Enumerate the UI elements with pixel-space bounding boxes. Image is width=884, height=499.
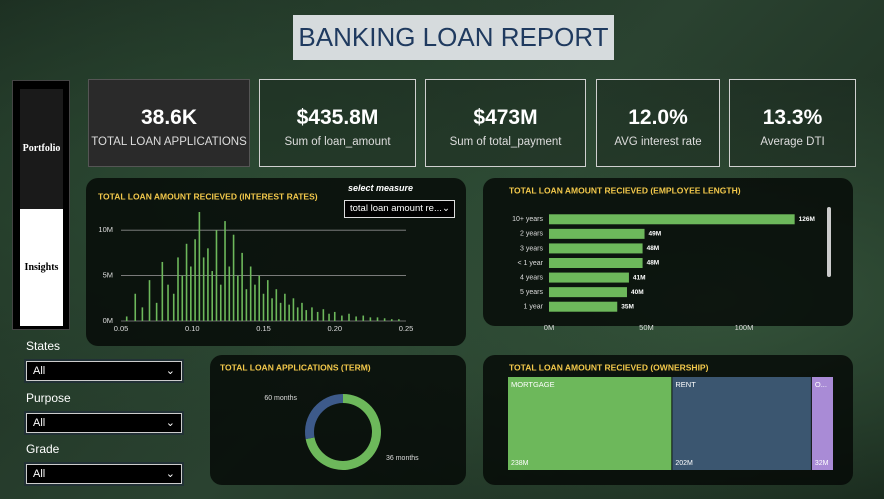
chart-title: TOTAL LOAN AMOUNT RECIEVED (INTEREST RAT…	[98, 191, 318, 201]
filter-dropdown[interactable]: All ⌄	[24, 359, 184, 383]
data-label: 48M	[647, 260, 660, 267]
bar	[549, 258, 643, 268]
donut-slice	[305, 394, 343, 440]
data-label: 48M	[647, 245, 660, 252]
kpi-value: 13.3%	[762, 106, 823, 129]
filter-value-text: All	[33, 417, 46, 429]
x-tick-label: 0.25	[399, 324, 414, 333]
nav: Portfolio Insights	[12, 80, 70, 330]
bar	[549, 228, 645, 239]
kpi-label: Sum of loan_amount	[284, 136, 391, 148]
measure-dropdown[interactable]: total loan amount re... ⌄	[344, 200, 455, 218]
measure-label: select measure	[348, 183, 414, 193]
data-label: 49M	[649, 231, 662, 238]
data-label: 40M	[631, 289, 644, 296]
treemap-cell	[672, 377, 811, 470]
cell-label: RENT	[675, 380, 696, 389]
y-tick-label: 10+ years	[512, 216, 543, 223]
scrollbar	[827, 207, 831, 277]
filter-value: All ⌄	[26, 464, 182, 484]
bar	[549, 214, 795, 225]
kpi-value: 38.6K	[140, 106, 198, 129]
bar	[549, 301, 618, 312]
x-tick-label: 0.15	[256, 324, 271, 333]
data-label: 126M	[799, 216, 815, 223]
cell-label: O...	[815, 380, 827, 389]
nav-button[interactable]: Portfolio	[20, 89, 63, 209]
kpi-value: 12.0%	[628, 106, 688, 129]
filter-dropdown[interactable]: All ⌄	[24, 462, 184, 486]
filter-label: Grade	[26, 442, 60, 456]
y-tick-label: 0M	[103, 316, 113, 325]
x-tick-label: 0.20	[327, 324, 342, 333]
cell-label: MORTGAGE	[511, 380, 555, 389]
x-tick-label: 100M	[735, 323, 754, 332]
filter-label: Purpose	[26, 391, 71, 405]
kpi-label: TOTAL LOAN APPLICATIONS	[91, 136, 247, 148]
y-tick-label: 5M	[103, 271, 113, 280]
y-tick-label: < 1 year	[518, 260, 544, 267]
bar	[549, 287, 627, 298]
y-tick-label: 4 years	[520, 274, 543, 281]
y-tick-label: 2 years	[520, 231, 543, 238]
x-tick-label: 0M	[544, 323, 554, 332]
chart-title: TOTAL LOAN AMOUNT RECIEVED (OWNERSHIP)	[509, 362, 709, 372]
filter-label: States	[26, 339, 61, 353]
kpi-label: Average DTI	[760, 136, 825, 148]
filter-value-text: All	[33, 365, 46, 377]
bar	[549, 243, 643, 254]
kpi-card: 13.3% Average DTI	[729, 79, 856, 167]
kpi-value: $435.8M	[296, 106, 379, 129]
kpi-card: $435.8M Sum of loan_amount	[259, 79, 416, 167]
data-label: 202M	[675, 460, 693, 467]
filter-dropdown[interactable]: All ⌄	[24, 411, 184, 435]
slice-label: 60 months	[264, 395, 297, 402]
data-label: 41M	[633, 274, 646, 281]
chart-title: TOTAL LOAN AMOUNT RECIEVED (EMPLOYEE LEN…	[509, 185, 741, 195]
treemap-cell	[811, 377, 833, 470]
y-tick-label: 5 years	[520, 289, 543, 296]
data-label: 35M	[621, 303, 634, 310]
filter-value-text: All	[33, 468, 46, 480]
treemap-cell	[508, 377, 672, 470]
measure-value: total loan amount re...	[350, 203, 442, 214]
report-title: BANKING LOAN REPORT	[293, 15, 614, 60]
x-tick-label: 50M	[639, 323, 654, 332]
y-tick-label: 1 year	[524, 304, 544, 311]
x-tick-label: 0.10	[185, 324, 200, 333]
bar	[549, 272, 629, 283]
data-label: 32M	[815, 460, 829, 467]
data-label: 238M	[511, 460, 529, 467]
kpi-card: $473M Sum of total_payment	[425, 79, 586, 167]
chart-title: TOTAL LOAN APPLICATIONS (TERM)	[220, 362, 371, 372]
y-tick-label: 10M	[98, 225, 113, 234]
kpi-label: Sum of total_payment	[449, 136, 562, 148]
x-tick-label: 0.05	[114, 324, 129, 333]
filter-value: All ⌄	[26, 413, 182, 433]
kpi-label: AVG interest rate	[614, 136, 702, 148]
nav-button[interactable]: Insights	[20, 209, 63, 326]
y-tick-label: 3 years	[520, 245, 543, 252]
kpi-value: $473M	[473, 106, 538, 129]
panel	[483, 178, 853, 326]
filter-value: All ⌄	[26, 361, 182, 381]
kpi-card: 12.0% AVG interest rate	[596, 79, 720, 167]
kpi-card: 38.6K TOTAL LOAN APPLICATIONS	[88, 79, 250, 167]
slice-label: 36 months	[386, 455, 419, 462]
